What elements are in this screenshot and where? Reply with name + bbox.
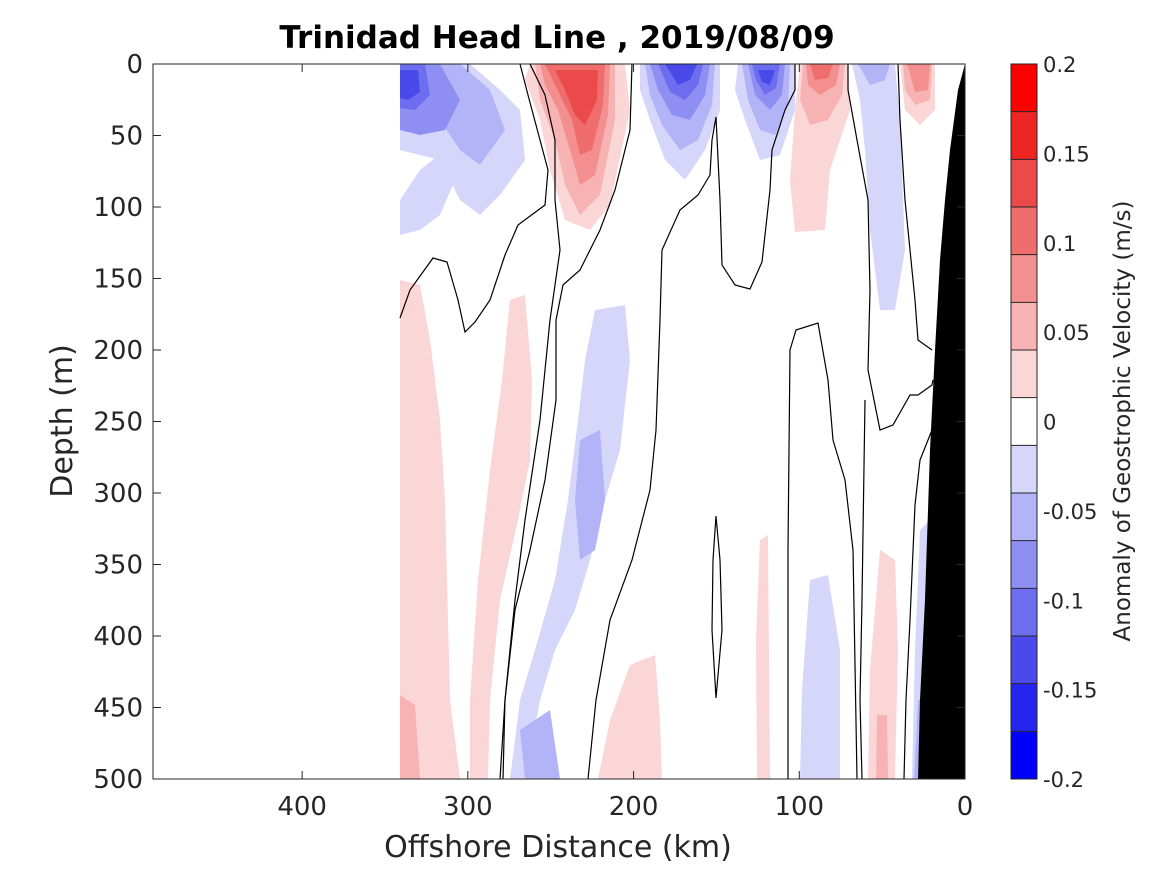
colorbar: -0.2 -0.15 -0.1 -0.05 0 0.05 0.1 0.15 0.2 (1010, 53, 1097, 792)
y-tick-label: 300 (93, 479, 143, 509)
y-axis-label: Depth (m) (45, 344, 80, 498)
y-tick-label: 100 (93, 193, 143, 223)
y-tick-label: 400 (93, 622, 143, 652)
colorbar-tick-label: 0.1 (1043, 232, 1076, 256)
colorbar-band (1011, 207, 1037, 255)
bathymetry-shape (918, 64, 965, 779)
colorbar-band (1011, 540, 1037, 589)
colorbar-band (1011, 64, 1037, 112)
contour-fill (400, 64, 935, 779)
colorbar-tick-label: -0.15 (1043, 679, 1097, 703)
colorbar-tick-label: 0.15 (1043, 142, 1090, 166)
x-axis: 400 300 200 100 0 (277, 64, 973, 822)
colorbar-tick-label: 0 (1043, 411, 1056, 435)
colorbar-band (1011, 111, 1037, 160)
y-tick-label: 350 (93, 551, 143, 581)
colorbar-tick-label: -0.2 (1043, 768, 1084, 792)
colorbar-band (1011, 159, 1037, 207)
colorbar-band (1011, 588, 1037, 636)
colorbar-frame (1010, 63, 1038, 780)
blue-patch-50km (852, 64, 905, 310)
colorbar-label: Anomaly of Geostrophic Velocity (m/s) (1110, 201, 1136, 642)
colorbar-tick-label: 0.2 (1043, 53, 1076, 77)
blue-patch-deep-90km (800, 575, 840, 779)
colorbar-band (1011, 350, 1037, 398)
x-tick-label: 200 (609, 792, 659, 822)
colorbar-band (1011, 302, 1037, 350)
y-tick-label: 450 (93, 694, 143, 724)
colorbar-band (1011, 636, 1037, 684)
y-tick-label: 50 (110, 122, 143, 152)
colorbar-tick-label: -0.1 (1043, 589, 1084, 613)
y-axis: 0 50 100 150 200 250 300 350 400 450 500 (93, 50, 965, 795)
zero-contours (399, 64, 934, 779)
x-tick-label: 400 (277, 792, 327, 822)
colorbar-band (1011, 683, 1037, 732)
colorbar-band (1011, 493, 1037, 541)
y-tick-label: 500 (93, 765, 143, 795)
colorbar-tick-label: 0.05 (1043, 321, 1090, 345)
y-tick-label: 250 (93, 408, 143, 438)
colorbar-band (1011, 397, 1037, 446)
blue-band-deep (510, 305, 630, 779)
colorbar-band (1011, 731, 1037, 779)
y-tick-label: 200 (93, 336, 143, 366)
x-tick-label: 0 (957, 792, 974, 822)
x-tick-label: 100 (774, 792, 824, 822)
colorbar-band (1011, 445, 1037, 493)
chart-title: Trinidad Head Line , 2019/08/09 (279, 20, 834, 56)
y-tick-label: 150 (93, 265, 143, 295)
colorbar-band (1011, 254, 1037, 303)
x-tick-label: 300 (443, 792, 493, 822)
colorbar-tick-label: -0.05 (1043, 500, 1097, 524)
y-tick-label: 0 (126, 50, 143, 80)
x-axis-label: Offshore Distance (km) (384, 830, 732, 865)
pink-patch-200km (598, 655, 662, 779)
pink-band-deep (400, 280, 460, 779)
